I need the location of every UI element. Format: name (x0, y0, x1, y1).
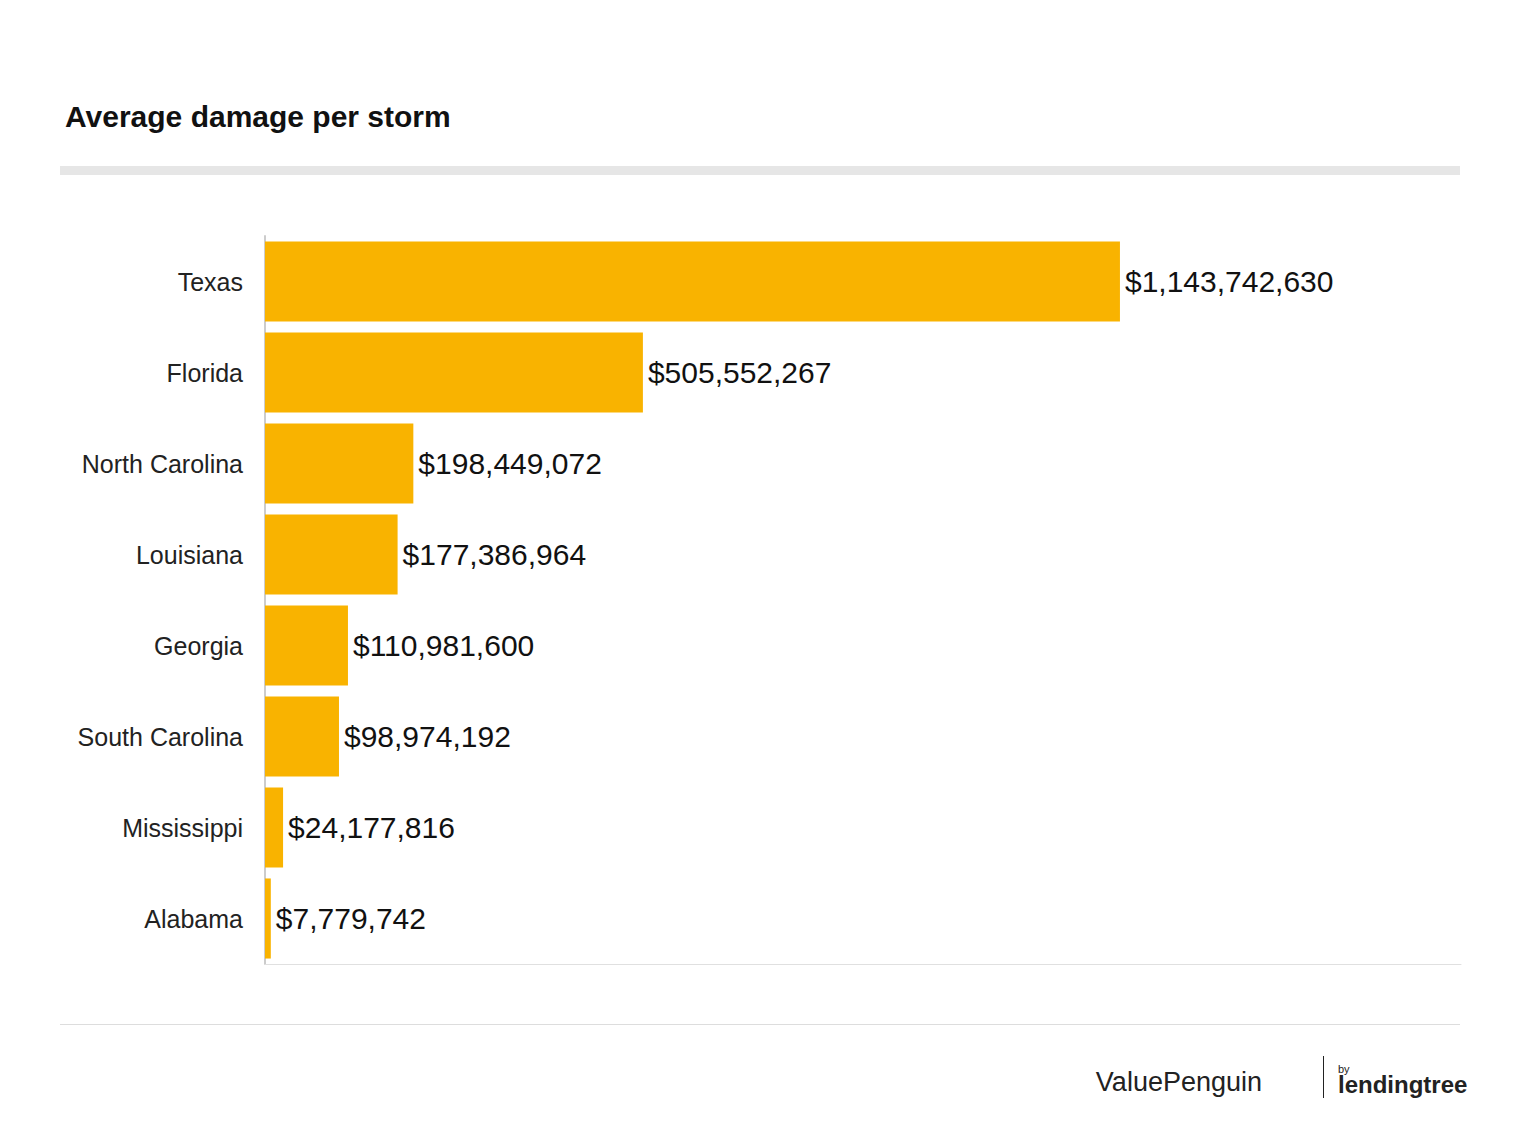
svg-text:lendingtree: lendingtree (1338, 1071, 1467, 1098)
svg-text:Mississippi: Mississippi (122, 814, 243, 842)
svg-text:Louisiana: Louisiana (136, 541, 243, 569)
svg-text:North Carolina: North Carolina (82, 450, 243, 478)
svg-text:$7,779,742: $7,779,742 (276, 902, 426, 935)
svg-text:$177,386,964: $177,386,964 (403, 538, 587, 571)
svg-text:by: by (1338, 1062, 1350, 1075)
svg-text:$1,143,742,630: $1,143,742,630 (1125, 265, 1334, 298)
svg-text:Georgia: Georgia (154, 632, 243, 660)
svg-text:$505,552,267: $505,552,267 (648, 356, 832, 389)
svg-text:Florida: Florida (167, 359, 244, 387)
svg-text:Average damage per storm: Average damage per storm (65, 100, 451, 133)
svg-text:$110,981,600: $110,981,600 (353, 629, 534, 662)
svg-text:$24,177,816: $24,177,816 (288, 811, 455, 844)
svg-text:$98,974,192: $98,974,192 (344, 720, 511, 753)
svg-text:South Carolina: South Carolina (78, 723, 243, 751)
svg-text:Alabama: Alabama (144, 905, 243, 933)
svg-text:$198,449,072: $198,449,072 (418, 447, 602, 480)
svg-text:ValuePenguin: ValuePenguin (1096, 1067, 1262, 1097)
svg-text:Texas: Texas (178, 268, 243, 296)
